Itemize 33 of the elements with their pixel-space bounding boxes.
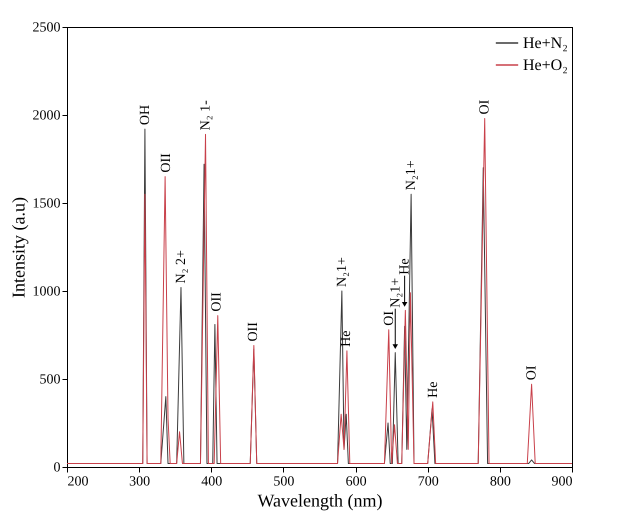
x-axis-title: Wavelength (nm) bbox=[257, 490, 383, 510]
annotation: He bbox=[339, 330, 354, 347]
annotation: N₂1+ bbox=[388, 278, 404, 308]
annotation: N₂1+ bbox=[404, 160, 420, 190]
legend-label: He+O₂ bbox=[523, 57, 568, 74]
annotation: OII bbox=[158, 152, 174, 173]
annotation: OII bbox=[209, 292, 224, 312]
legend-label: He+N₂ bbox=[523, 35, 568, 52]
x-tick-label: 200 bbox=[68, 474, 88, 490]
y-tick-label: 1000 bbox=[32, 284, 60, 300]
annotation: OI bbox=[524, 365, 540, 380]
y-tick-label: 1500 bbox=[32, 196, 60, 212]
y-tick-label: 0 bbox=[54, 460, 60, 476]
annotation: OII bbox=[246, 322, 262, 342]
annotation: OI bbox=[382, 310, 397, 326]
annotation: He bbox=[426, 382, 441, 398]
y-axis-title: Intensity (a.u) bbox=[8, 197, 28, 298]
x-tick-label: 300 bbox=[129, 474, 150, 490]
x-tick-label: 400 bbox=[201, 474, 222, 490]
x-tick-label: 500 bbox=[273, 474, 294, 490]
x-tick-label: 800 bbox=[490, 474, 511, 490]
y-tick-label: 2000 bbox=[32, 108, 60, 124]
annotation: He bbox=[398, 258, 413, 275]
annotation: N₂ 1- bbox=[198, 100, 214, 130]
x-tick-label: 900 bbox=[552, 474, 572, 490]
x-tick-label: 600 bbox=[346, 474, 367, 490]
annotation: N₂ 2+ bbox=[174, 250, 189, 284]
x-tick-label: 700 bbox=[418, 474, 439, 490]
annotation: OI bbox=[478, 99, 493, 115]
annotation: OH bbox=[138, 104, 153, 126]
y-tick-label: 2500 bbox=[32, 20, 60, 36]
annotation: N₂1+ bbox=[334, 257, 350, 287]
y-tick-label: 500 bbox=[40, 372, 60, 388]
